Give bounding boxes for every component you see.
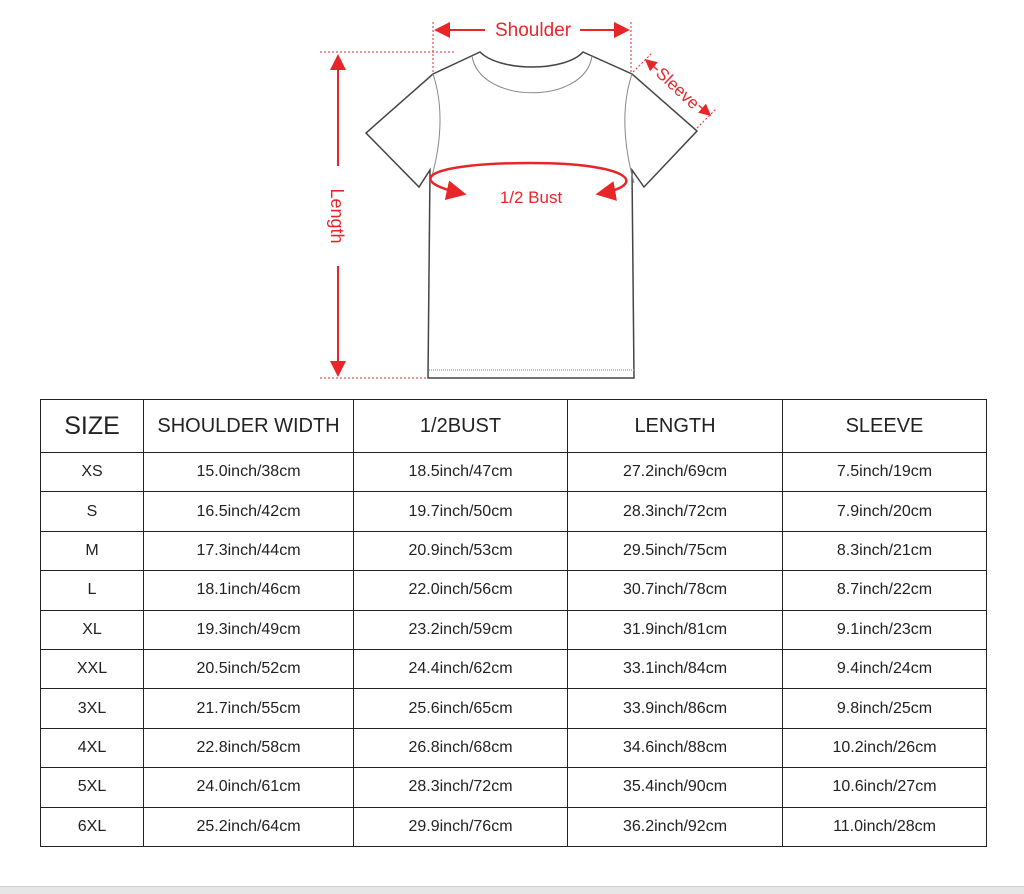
cell-sleeve: 11.0inch/28cm <box>782 806 987 847</box>
header-shoulder-width: SHOULDER WIDTH <box>143 399 354 453</box>
bust-label: 1/2 Bust <box>500 188 563 207</box>
cell-half-bust: 19.7inch/50cm <box>353 491 568 532</box>
header-size: SIZE <box>40 399 144 453</box>
cell-shoulder-width: 17.3inch/44cm <box>143 530 354 572</box>
cell-half-bust: 18.5inch/47cm <box>353 451 568 493</box>
cell-sleeve: 7.5inch/19cm <box>782 451 987 493</box>
tshirt-outline <box>364 51 699 379</box>
table-row: 3XL 21.7inch/55cm 25.6inch/65cm 33.9inch/86… <box>40 688 987 729</box>
cell-sleeve: 10.2inch/26cm <box>782 727 987 769</box>
cell-half-bust: 23.2inch/59cm <box>353 609 568 650</box>
cell-shoulder-width: 25.2inch/64cm <box>143 806 354 847</box>
table-row: XL 19.3inch/49cm 23.2inch/59cm 31.9inch/81c… <box>40 609 987 650</box>
table-row: M 17.3inch/44cm 20.9inch/53cm 29.5inch/75cm… <box>40 530 987 572</box>
cell-length: 35.4inch/90cm <box>567 767 783 808</box>
size-chart-table: SIZE SHOULDER WIDTH 1/2BUST LENGTH SLEEV… <box>40 399 987 847</box>
cell-shoulder-width: 24.0inch/61cm <box>143 767 354 808</box>
header-half-bust: 1/2BUST <box>353 399 568 453</box>
cell-shoulder-width: 15.0inch/38cm <box>143 451 354 493</box>
cell-size: M <box>40 530 144 572</box>
table-row: XS 15.0inch/38cm 18.5inch/47cm 27.2inch/69c… <box>40 451 987 493</box>
cell-shoulder-width: 22.8inch/58cm <box>143 727 354 769</box>
table-row: 6XL 25.2inch/64cm 29.9inch/76cm 36.2inch/92… <box>40 806 987 847</box>
cell-half-bust: 22.0inch/56cm <box>353 570 568 611</box>
cell-length: 33.9inch/86cm <box>567 688 783 729</box>
cell-size: XXL <box>40 648 144 690</box>
cell-half-bust: 29.9inch/76cm <box>353 806 568 847</box>
table-row: L 18.1inch/46cm 22.0inch/56cm 30.7inch/78cm… <box>40 570 987 611</box>
table-row: S 16.5inch/42cm 19.7inch/50cm 28.3inch/72cm… <box>40 491 987 532</box>
cell-shoulder-width: 21.7inch/55cm <box>143 688 354 729</box>
length-label: Length <box>327 188 347 243</box>
table-row: 4XL 22.8inch/58cm 26.8inch/68cm 34.6inch/88… <box>40 727 987 769</box>
cell-sleeve: 10.6inch/27cm <box>782 767 987 808</box>
cell-half-bust: 20.9inch/53cm <box>353 530 568 572</box>
cell-length: 27.2inch/69cm <box>567 451 783 493</box>
header-length: LENGTH <box>567 399 783 453</box>
cell-half-bust: 26.8inch/68cm <box>353 727 568 769</box>
cell-half-bust: 25.6inch/65cm <box>353 688 568 729</box>
measurement-guides <box>320 22 718 379</box>
cell-size: 3XL <box>40 688 144 729</box>
shoulder-label: Shoulder <box>495 20 572 41</box>
cell-shoulder-width: 19.3inch/49cm <box>143 609 354 650</box>
cell-length: 29.5inch/75cm <box>567 530 783 572</box>
cell-sleeve: 8.3inch/21cm <box>782 530 987 572</box>
cell-sleeve: 9.4inch/24cm <box>782 648 987 690</box>
bottom-divider <box>0 886 1024 894</box>
table-row: XXL 20.5inch/52cm 24.4inch/62cm 33.1inch/84… <box>40 648 987 690</box>
table-row: 5XL 24.0inch/61cm 28.3inch/72cm 35.4inch/90… <box>40 767 987 808</box>
cell-length: 30.7inch/78cm <box>567 570 783 611</box>
cell-sleeve: 7.9inch/20cm <box>782 491 987 532</box>
cell-length: 36.2inch/92cm <box>567 806 783 847</box>
cell-sleeve: 8.7inch/22cm <box>782 570 987 611</box>
cell-length: 28.3inch/72cm <box>567 491 783 532</box>
cell-size: 4XL <box>40 727 144 769</box>
cell-sleeve: 9.1inch/23cm <box>782 609 987 650</box>
header-sleeve: SLEEVE <box>782 399 987 453</box>
cell-size: XS <box>40 451 144 493</box>
cell-size: XL <box>40 609 144 650</box>
table-header-row: SIZE SHOULDER WIDTH 1/2BUST LENGTH SLEEV… <box>40 399 987 453</box>
cell-size: 6XL <box>40 806 144 847</box>
cell-shoulder-width: 16.5inch/42cm <box>143 491 354 532</box>
cell-half-bust: 28.3inch/72cm <box>353 767 568 808</box>
cell-half-bust: 24.4inch/62cm <box>353 648 568 690</box>
cell-size: S <box>40 491 144 532</box>
cell-shoulder-width: 20.5inch/52cm <box>143 648 354 690</box>
cell-length: 33.1inch/84cm <box>567 648 783 690</box>
cell-size: L <box>40 570 144 611</box>
cell-size: 5XL <box>40 767 144 808</box>
tshirt-measurement-diagram: Shoulder Length Sleeve 1/2 Bust <box>320 16 718 379</box>
cell-length: 31.9inch/81cm <box>567 609 783 650</box>
cell-shoulder-width: 18.1inch/46cm <box>143 570 354 611</box>
cell-sleeve: 9.8inch/25cm <box>782 688 987 729</box>
cell-length: 34.6inch/88cm <box>567 727 783 769</box>
